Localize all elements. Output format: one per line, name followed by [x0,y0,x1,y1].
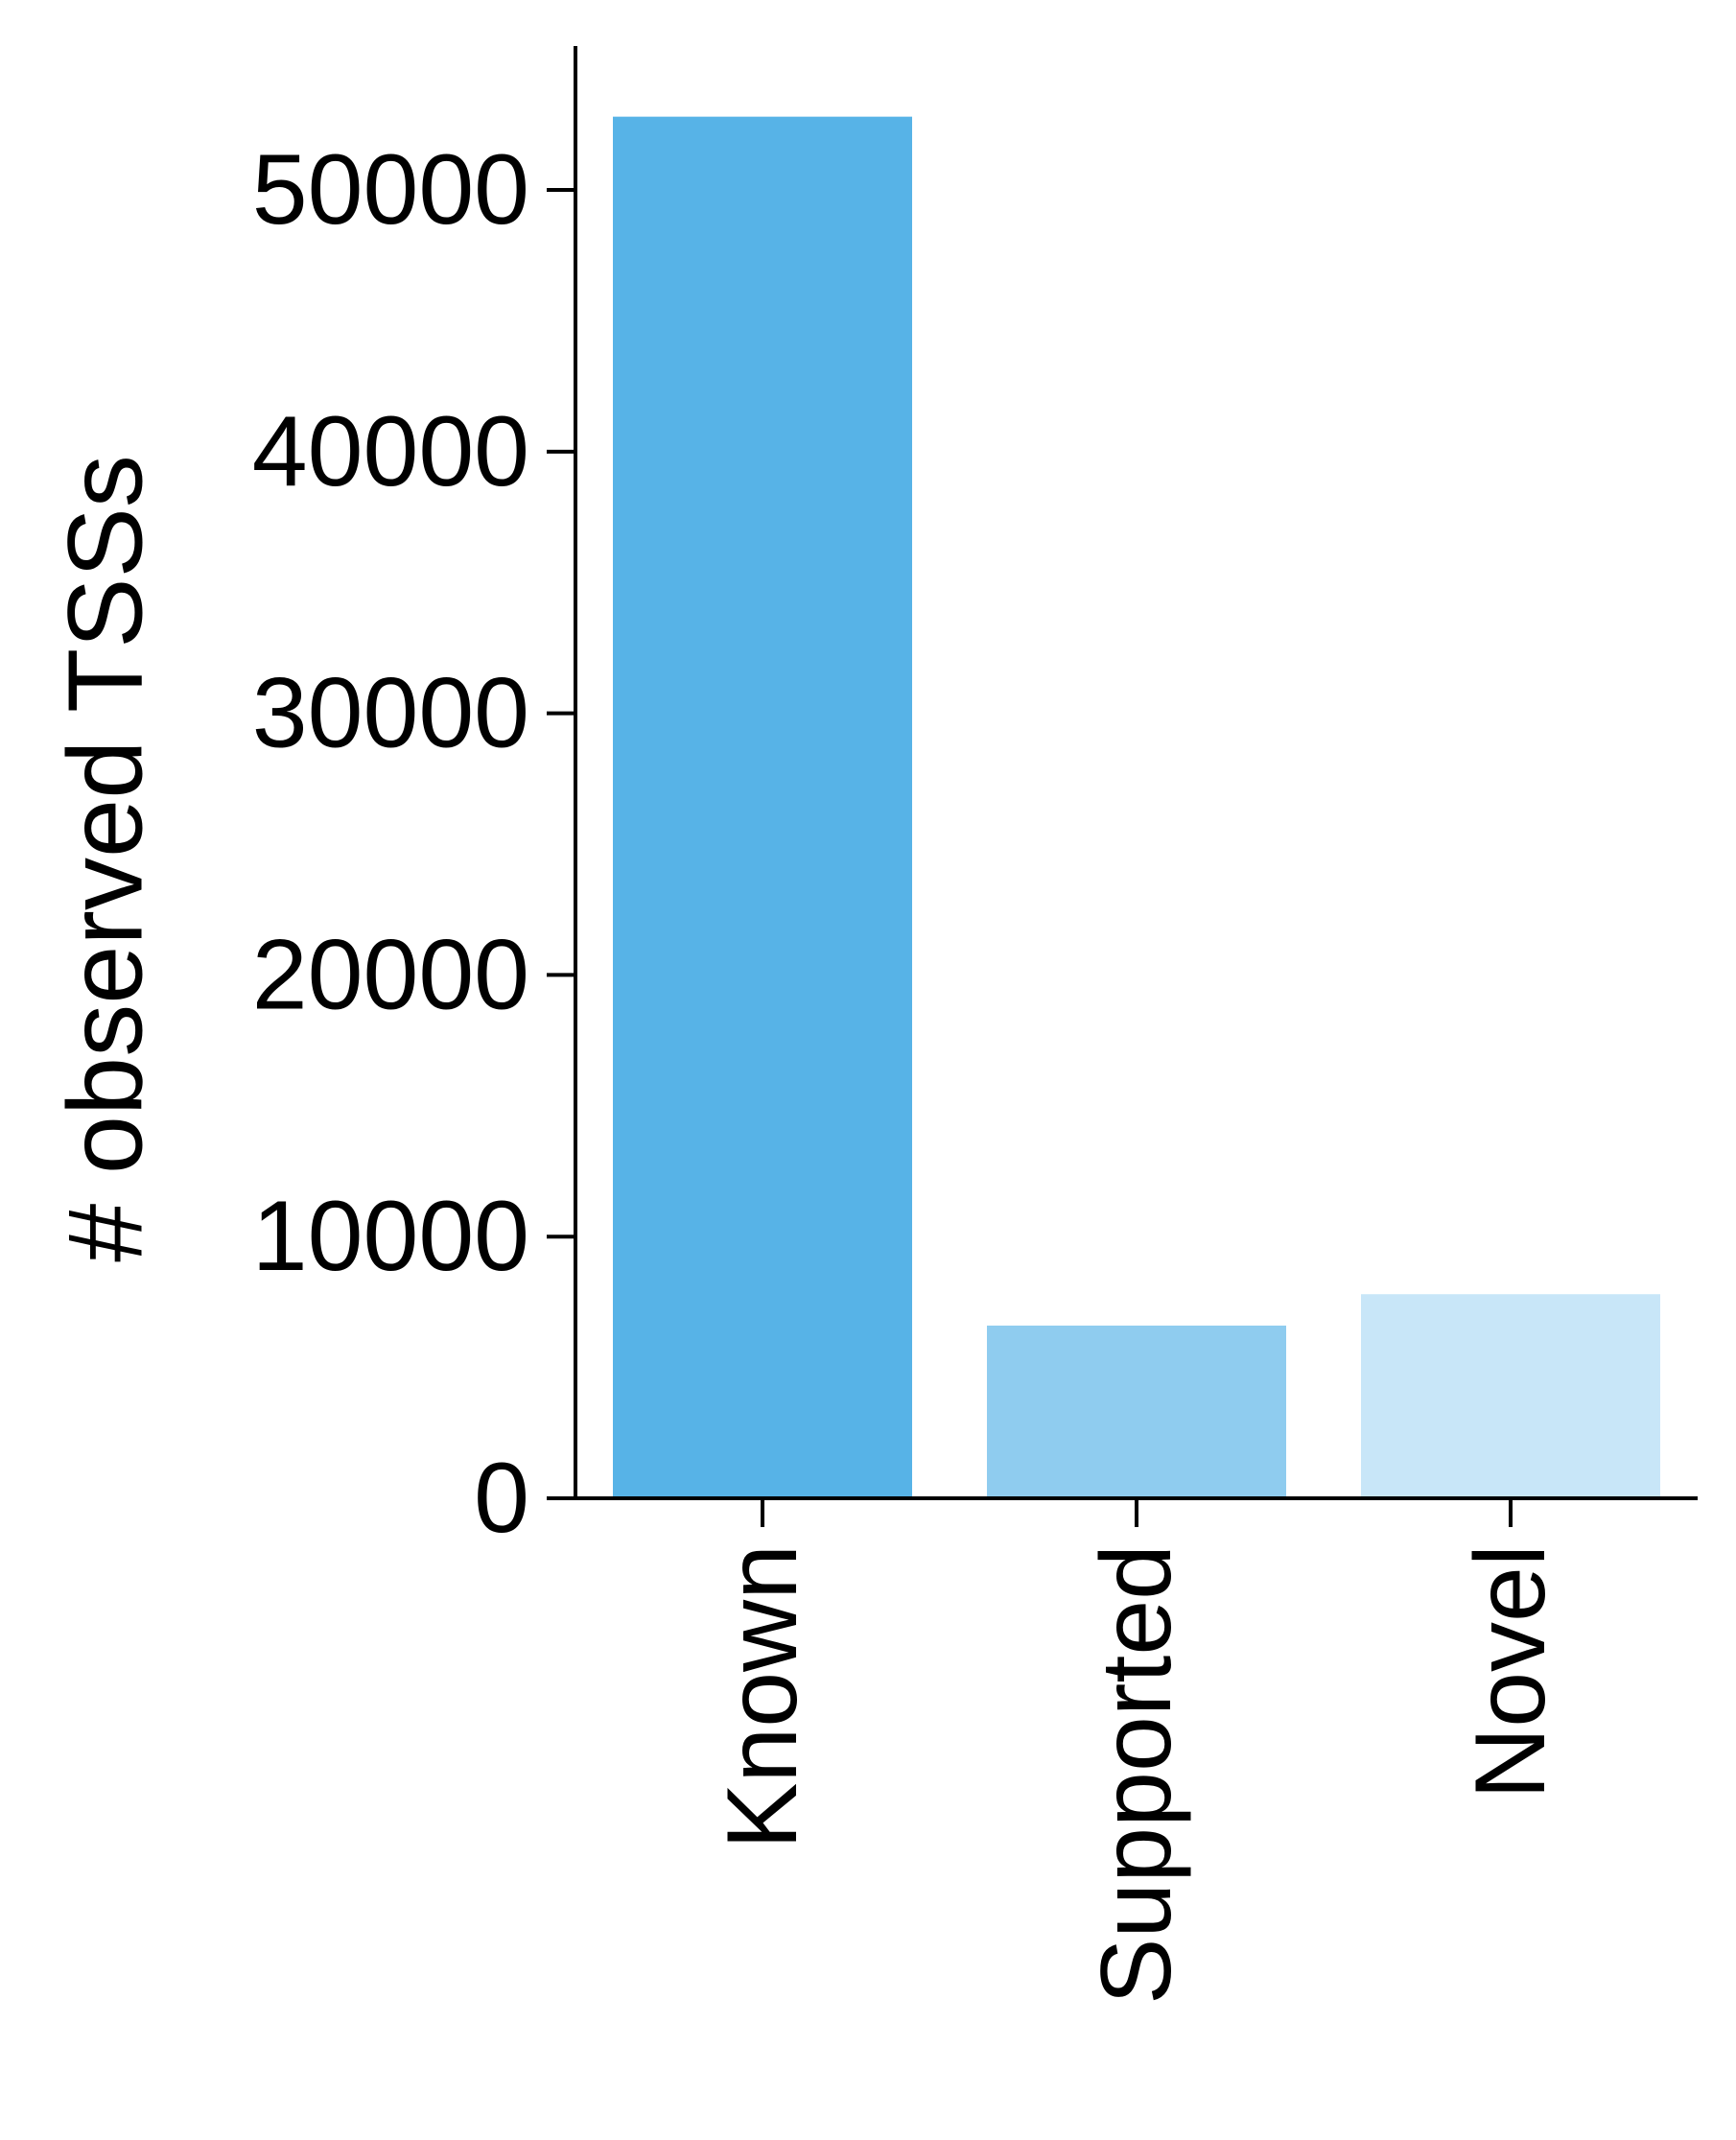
labels-layer: 0 10000 20000 30000 40000 50000 Known Supported… [47,134,1567,2005]
bar-known [613,116,912,1498]
y-tick-label: 30000 [252,658,529,769]
x-tick-label-novel: Novel [1455,1544,1566,1799]
y-tick-label: 20000 [252,919,529,1030]
bar-supported [987,1325,1286,1498]
bar-novel [1361,1294,1660,1498]
y-tick-label: 10000 [252,1181,529,1292]
x-tick-label-supported: Supported [1081,1544,1192,2005]
y-tick-label: 40000 [252,396,529,507]
y-tick-label: 0 [474,1443,529,1554]
y-tick-label: 50000 [252,134,529,246]
x-tick-label-known: Known [707,1544,818,1849]
axes-layer [547,46,1698,1527]
y-axis-label: # observed TSSs [47,455,165,1262]
bars-layer [613,116,1660,1498]
